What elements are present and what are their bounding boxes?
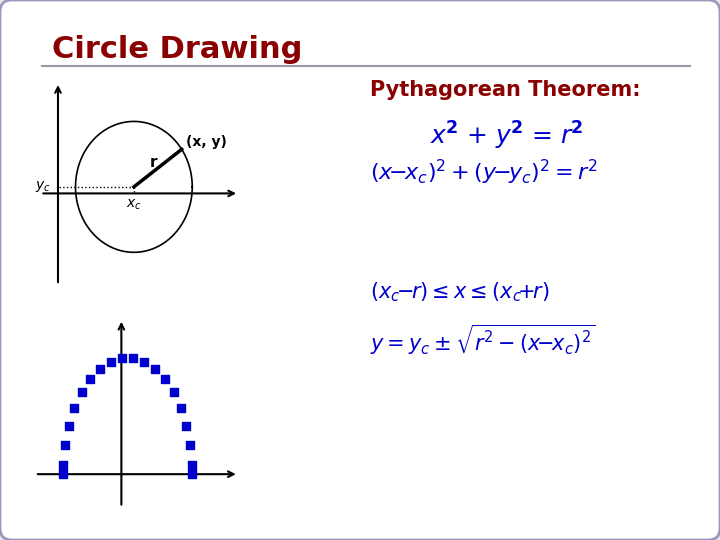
Point [59,441,71,449]
Point [68,403,80,412]
Point [139,357,150,366]
Point [181,421,192,430]
Text: Circle Drawing: Circle Drawing [52,35,302,64]
Text: $\mathbf{\mathit{y = y_c \pm \sqrt{r^2 - (x\!\!-\!\!x_c)^2}}}$: $\mathbf{\mathit{y = y_c \pm \sqrt{r^2 -… [370,322,595,356]
Point [116,354,127,362]
Text: $\mathbf{\mathit{(x_c\!\!-\!\!r) \leq x \leq (x_c\!\!+\!\!r)}}$: $\mathbf{\mathit{(x_c\!\!-\!\!r) \leq x … [370,280,549,303]
Text: $x_c$: $x_c$ [126,198,142,212]
Text: r: r [149,156,157,170]
Point [159,375,171,383]
Point [57,470,68,478]
Text: Pythagorean Theorem:: Pythagorean Theorem: [370,80,641,100]
Text: (x, y): (x, y) [186,135,227,149]
Point [186,461,198,469]
Point [76,388,87,396]
Point [63,421,74,430]
Point [84,375,96,383]
Text: $\mathbf{\mathit{x}}^{\mathbf{2}}$ + $\mathbf{\mathit{y}}^{\mathbf{2}}$ = $\math: $\mathbf{\mathit{x}}^{\mathbf{2}}$ + $\m… [430,120,583,152]
Point [186,470,198,478]
Point [94,364,106,373]
Point [168,388,179,396]
Point [105,357,117,366]
Point [149,364,161,373]
Text: $\mathbf{\mathit{(x\!\!-\!\!x_c)^2 + (y\!\!-\!\!y_c)^2 = r^2}}$: $\mathbf{\mathit{(x\!\!-\!\!x_c)^2 + (y\… [370,158,598,187]
Point [175,403,186,412]
Point [127,354,139,362]
Text: $y_c$: $y_c$ [35,179,51,194]
Point [184,441,196,449]
Point [57,461,68,469]
